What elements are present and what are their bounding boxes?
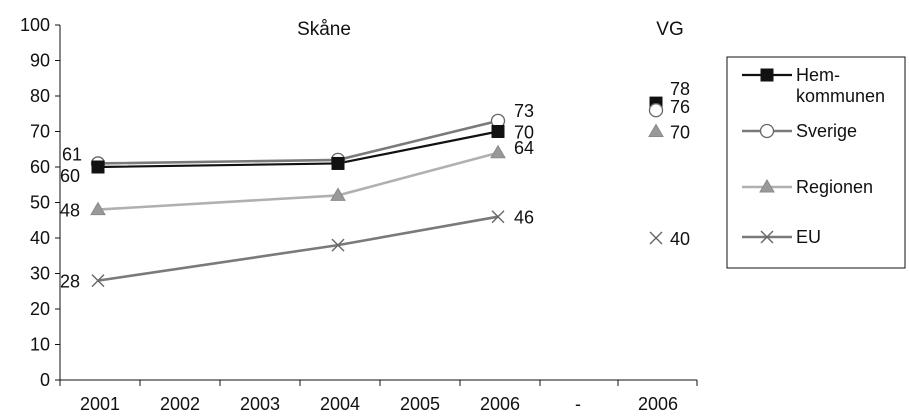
legend-label: Hem- [796, 65, 840, 85]
data-markers [90, 113, 506, 288]
vg-point [649, 231, 663, 245]
x-tick-label: 2005 [400, 394, 440, 414]
data-label: 48 [60, 201, 80, 221]
series-lines [97, 119, 499, 282]
y-tick-label: 20 [30, 299, 50, 319]
data-label: 73 [514, 101, 534, 121]
data-label: 70 [514, 123, 534, 143]
vg-label: 76 [670, 97, 690, 117]
legend-marker [759, 179, 775, 193]
y-tick-label: 100 [20, 15, 50, 35]
y-tick-label: 40 [30, 228, 50, 248]
y-tick-label: 0 [40, 370, 50, 390]
x-tick-label: 2001 [80, 394, 120, 414]
data-point [330, 187, 346, 201]
x-tick-label: 2003 [240, 394, 280, 414]
y-tick-label: 60 [30, 157, 50, 177]
data-point [331, 156, 345, 170]
y-tick-label: 80 [30, 86, 50, 106]
data-labels: 60 70 61 73 48 64 28 46 [60, 101, 534, 292]
vg-point [648, 103, 664, 118]
y-tick-label: 70 [30, 122, 50, 142]
vg-label: 70 [670, 123, 690, 143]
vg-point [648, 123, 664, 137]
data-point [331, 238, 345, 252]
data-label: 60 [60, 166, 80, 186]
data-label: 61 [62, 144, 82, 164]
legend-marker [760, 230, 774, 244]
legend-box [726, 56, 906, 269]
x-tick-label: 2006 [638, 394, 678, 414]
legend: Hem-kommunen Sverige Regionen EU [742, 65, 885, 247]
data-point [491, 125, 505, 138]
x-tick-label: 2002 [160, 394, 200, 414]
chart-title: Skåne [297, 19, 351, 40]
vg-label: 40 [670, 229, 690, 249]
vg-label: 78 [670, 79, 690, 99]
x-tick-label: 2006 [480, 394, 520, 414]
y-tick-label: 10 [30, 335, 50, 355]
series-line [97, 215, 499, 282]
data-point [491, 210, 505, 224]
legend-marker [760, 68, 774, 82]
vg-title: VG [656, 19, 683, 40]
series-line [97, 119, 499, 165]
legend-label: kommunen [796, 86, 885, 106]
data-point [91, 160, 105, 174]
data-point [490, 144, 506, 159]
data-point [90, 201, 106, 216]
x-tick-label: - [575, 394, 581, 414]
legend-marker [759, 123, 775, 139]
y-tick-label: 90 [30, 51, 50, 71]
data-label: 64 [514, 138, 534, 158]
legend-label: Regionen [796, 177, 873, 197]
legend-label: EU [796, 227, 821, 247]
x-tick-label: 2004 [320, 394, 360, 414]
axes: 0 10 20 30 40 50 60 70 80 90 100 2001 2002 2003 2004 20… [20, 15, 698, 414]
data-label: 28 [60, 272, 80, 292]
data-point [91, 274, 105, 288]
legend-label: Sverige [796, 121, 857, 141]
data-label: 46 [514, 208, 534, 228]
y-tick-label: 50 [30, 193, 50, 213]
y-tick-label: 30 [30, 264, 50, 284]
